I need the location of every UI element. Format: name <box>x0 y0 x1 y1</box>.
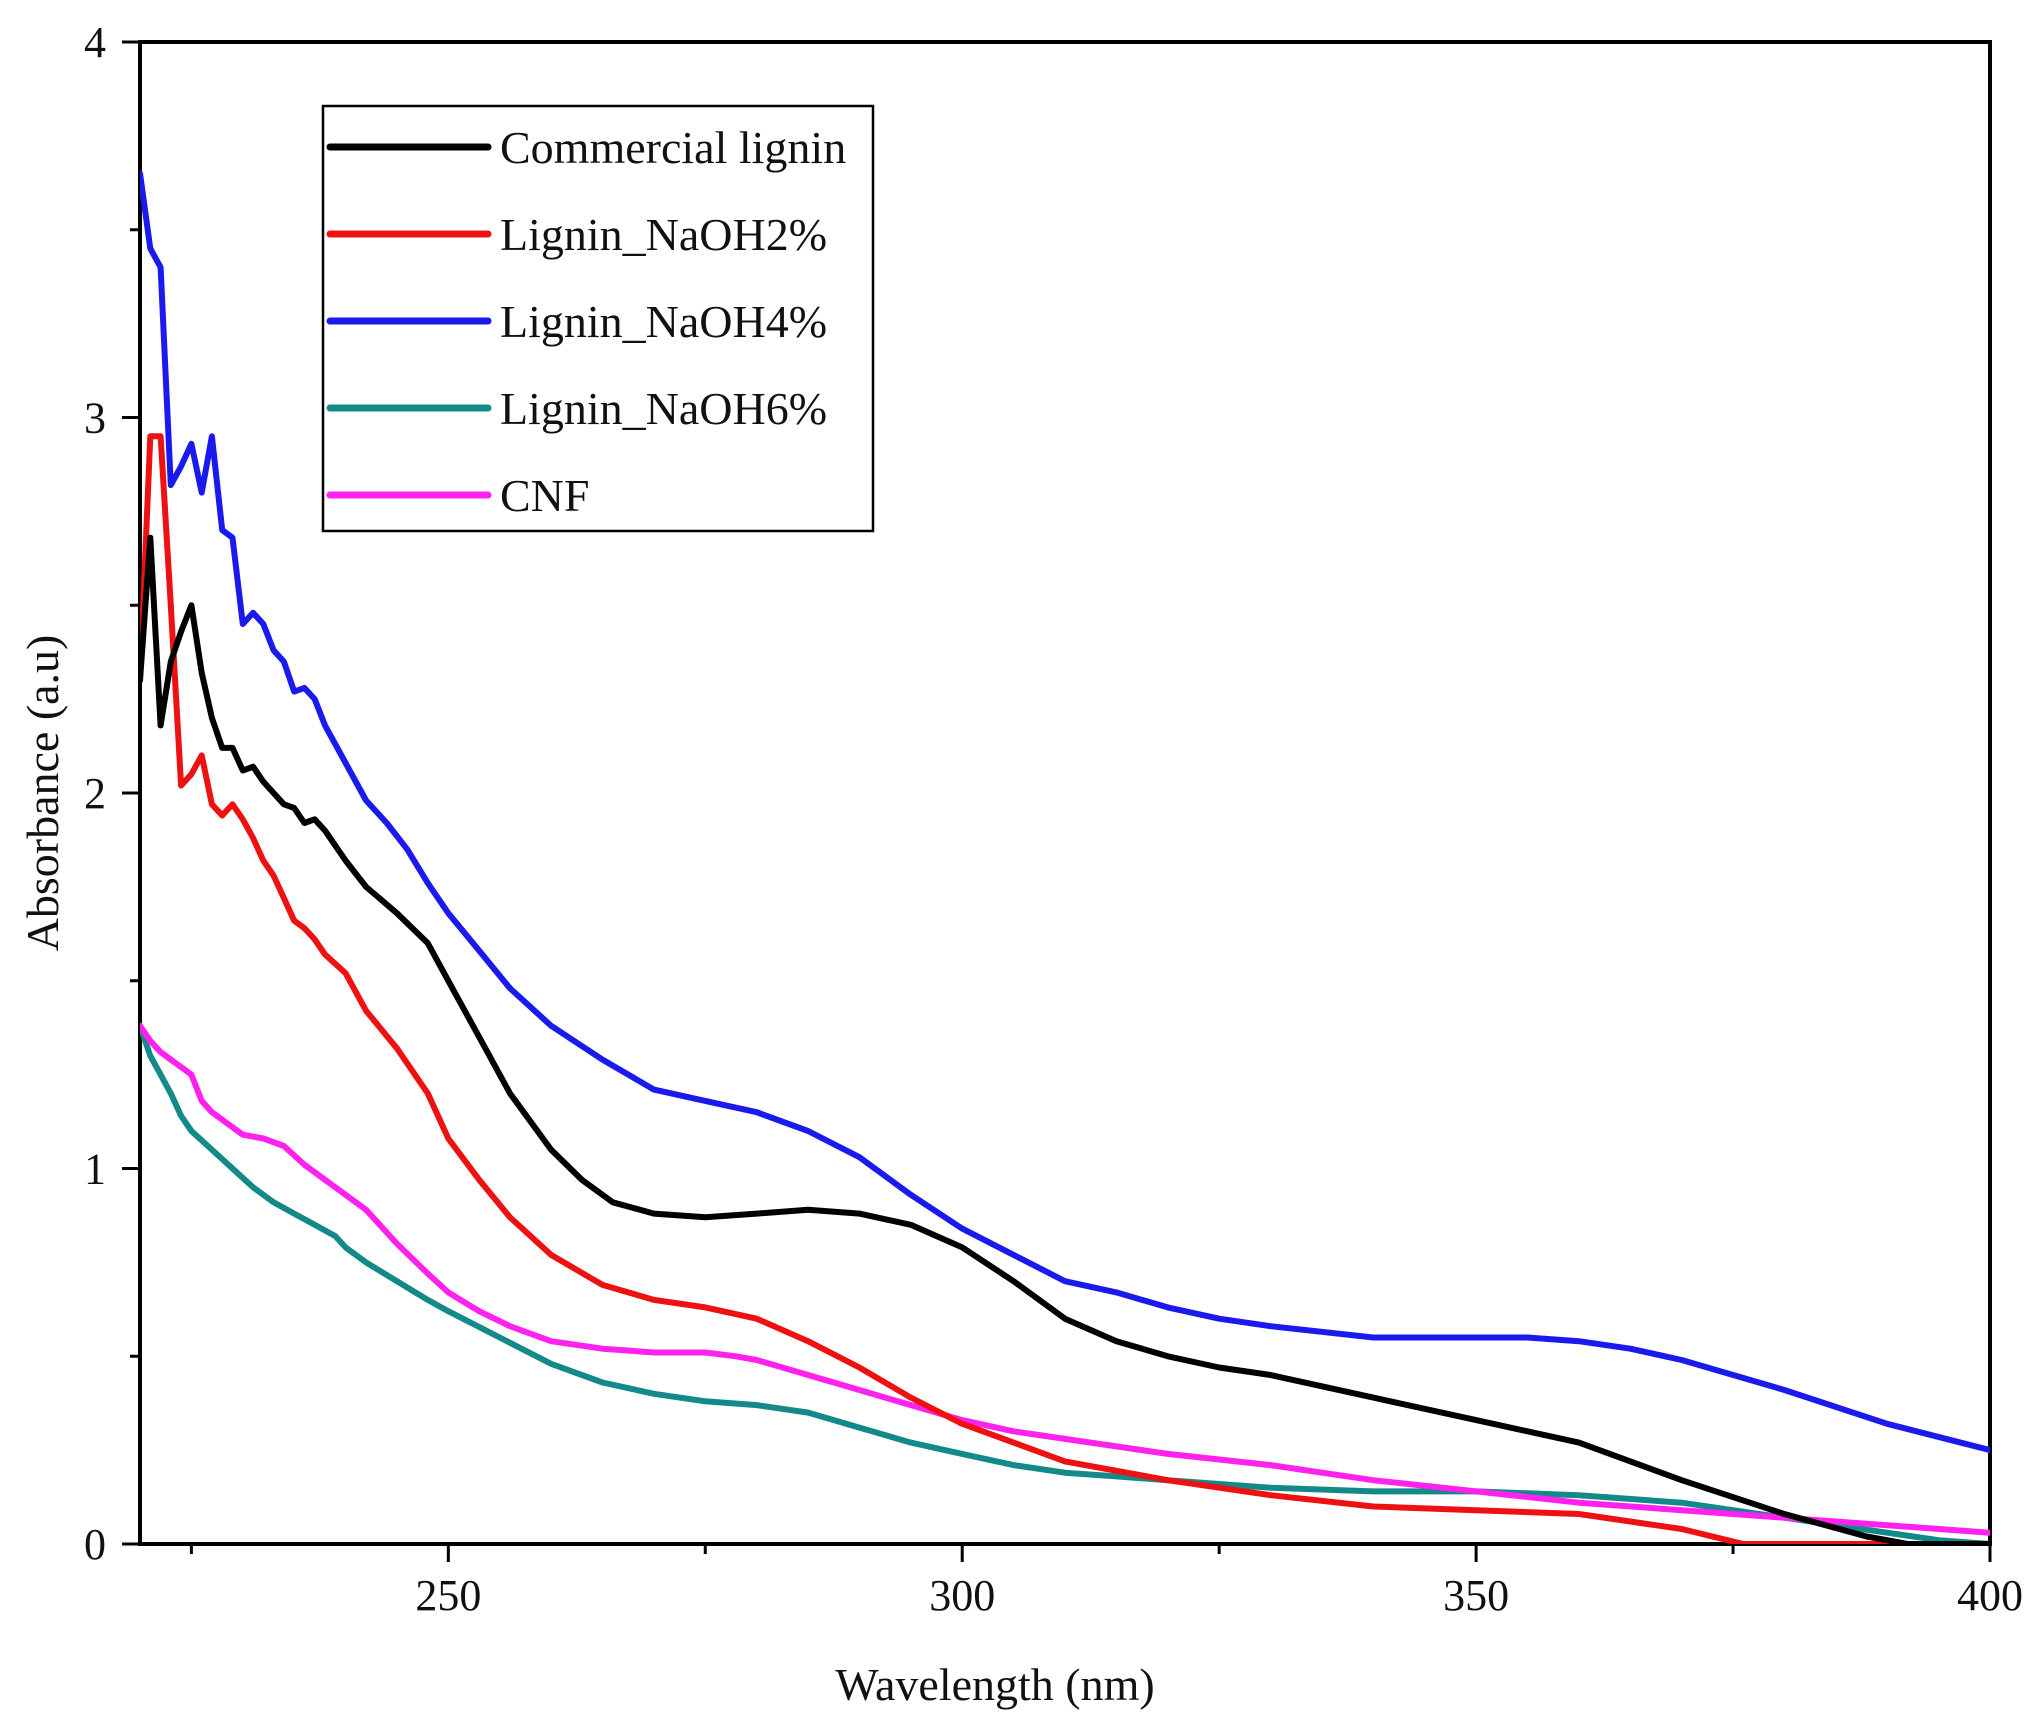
y-axis-ticks: 0 1 2 3 4 <box>84 18 140 1569</box>
legend-label-commercial-lignin: Commercial lignin <box>500 122 846 173</box>
x-tick-label-350: 350 <box>1443 1571 1509 1620</box>
y-tick-label-2: 2 <box>84 769 106 818</box>
y-tick-label-1: 1 <box>84 1145 106 1194</box>
series-line-lignin-naoh4- <box>140 170 1990 1454</box>
x-tick-label-300: 300 <box>929 1571 995 1620</box>
y-tick-label-3: 3 <box>84 394 106 443</box>
series-line-commercial-lignin <box>140 534 1990 1544</box>
x-tick-label-250: 250 <box>415 1571 481 1620</box>
y-axis-title: Absorbance (a.u) <box>17 635 68 952</box>
y-tick-label-0: 0 <box>84 1520 106 1569</box>
x-axis-title: Wavelength (nm) <box>835 1659 1154 1710</box>
series-line-cnf <box>140 1022 1990 1536</box>
legend-label-lignin-naoh6-: Lignin_NaOH6% <box>500 383 827 434</box>
legend-label-lignin-naoh4-: Lignin_NaOH4% <box>500 296 827 347</box>
legend: Commercial lignin Lignin_NaOH2% Lignin_NaO… <box>321 104 875 533</box>
series-line-lignin-naoh2- <box>140 433 1990 1544</box>
x-axis-ticks: 250 300 350 400 <box>189 1544 2023 1620</box>
series-line-lignin-naoh6- <box>140 1022 1990 1544</box>
series-lines <box>140 170 1990 1544</box>
legend-label-lignin-naoh2-: Lignin_NaOH2% <box>500 209 827 260</box>
x-tick-label-400: 400 <box>1957 1571 2023 1620</box>
y-tick-label-4: 4 <box>84 18 106 67</box>
legend-label-cnf: CNF <box>500 470 589 521</box>
